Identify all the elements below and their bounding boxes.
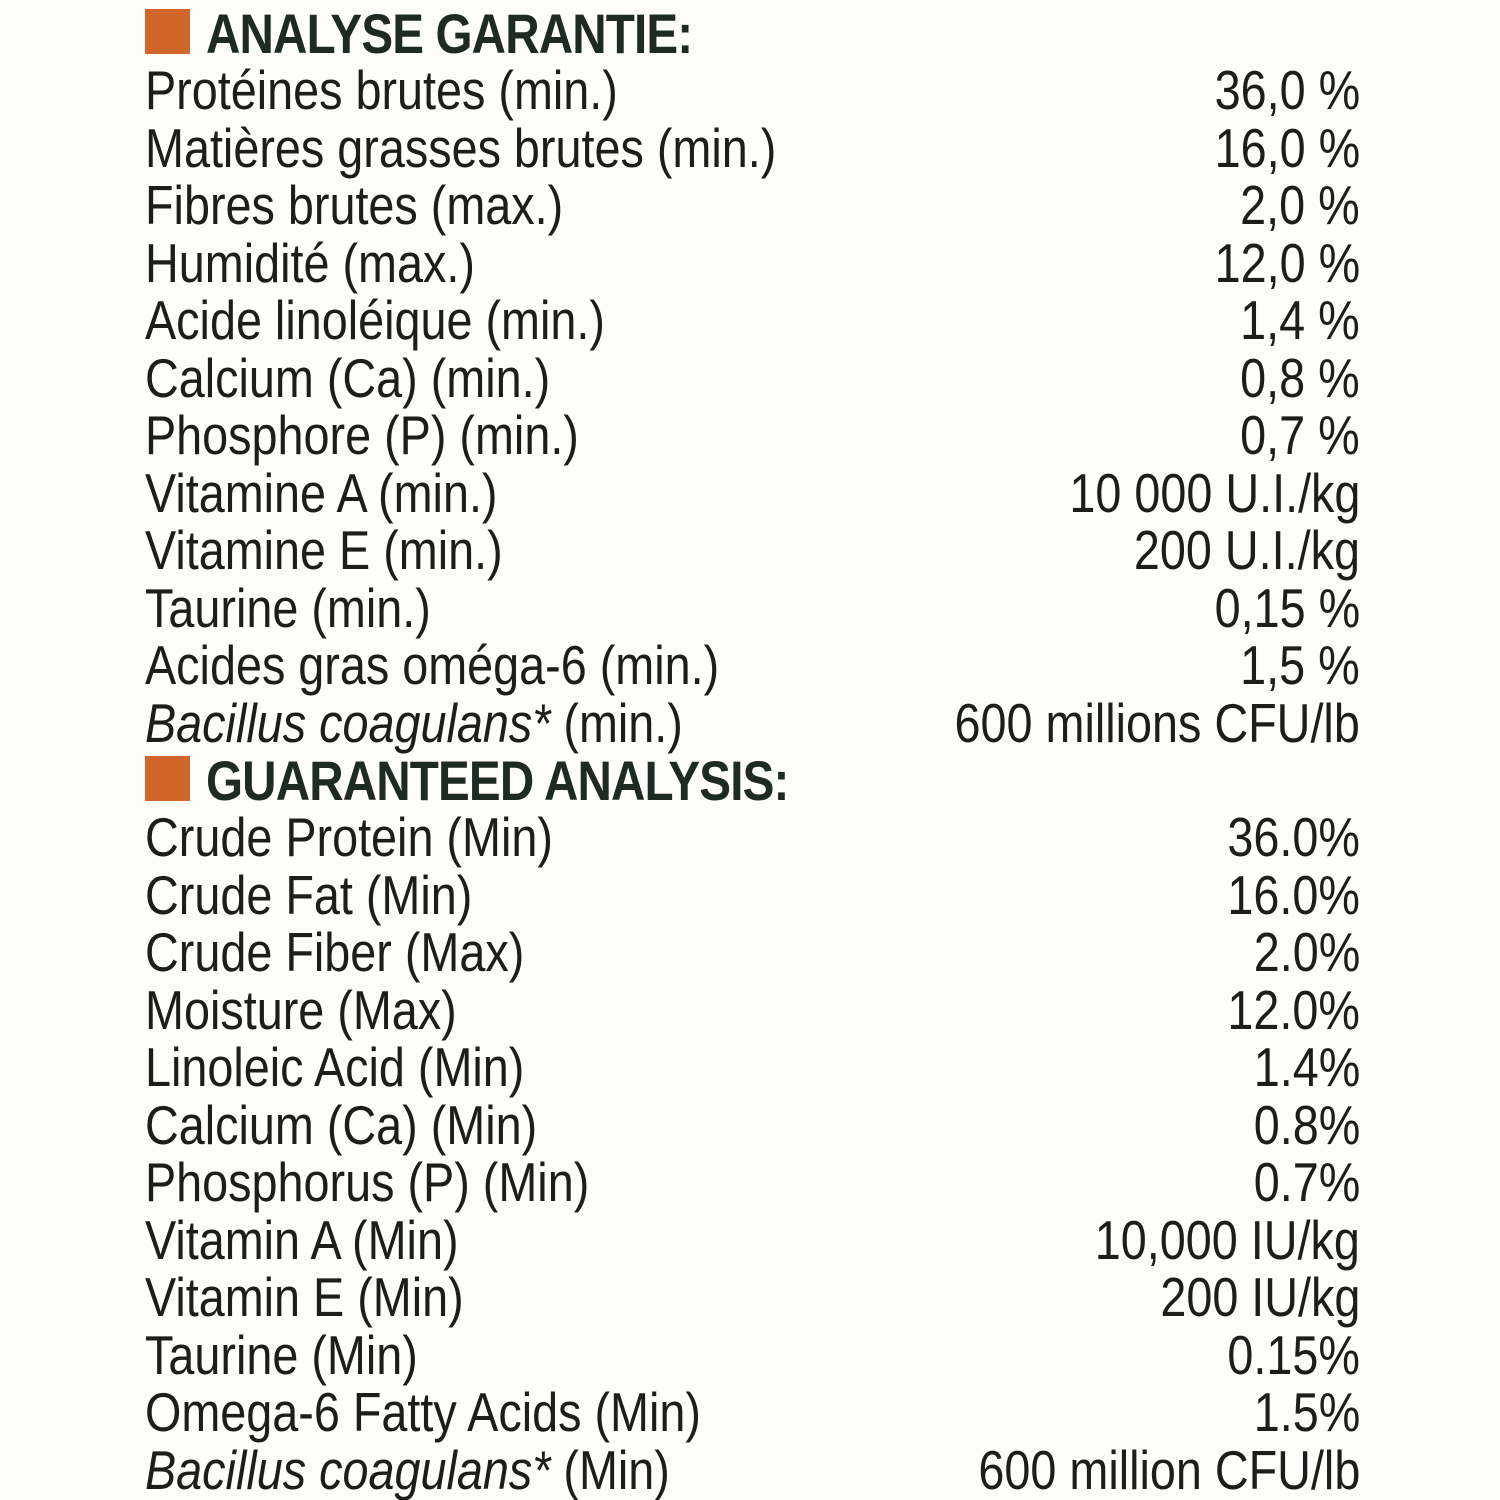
row-value: 600 millions CFU/lb	[954, 691, 1360, 754]
row-label: Acide linoléique (min.)	[145, 289, 605, 351]
row-label: Bacillus coagulans* (min.)	[145, 691, 683, 754]
bullet-square-icon	[145, 9, 190, 54]
analysis-row: Vitamine E (min.) 200 U.I./kg	[145, 519, 1360, 581]
analysis-row: Matières grasses brutes (min.) 16,0 %	[145, 116, 1360, 179]
row-value: 600 million CFU/lb	[978, 1438, 1360, 1500]
row-label: Vitamine E (min.)	[145, 519, 503, 581]
analysis-row: Crude Protein (Min) 36.0%	[145, 806, 1360, 868]
row-label: Acides gras oméga-6 (min.)	[145, 634, 720, 696]
row-value: 200 IU/kg	[1159, 1266, 1360, 1328]
analysis-row: Vitamin A (Min) 10,000 IU/kg	[145, 1208, 1360, 1271]
row-label: Crude Fiber (Max)	[145, 921, 525, 983]
row-label: Vitamine A (min.)	[145, 461, 498, 524]
row-label: Crude Protein (Min)	[145, 806, 553, 868]
row-label: Matières grasses brutes (min.)	[145, 116, 777, 179]
analysis-row: Phosphore (P) (min.) 0,7 %	[145, 404, 1360, 466]
analysis-rows: Protéines brutes (min.) 36,0 % Matières gr…	[145, 59, 1360, 754]
section-title: GUARANTEED ANALYSIS:	[206, 749, 789, 812]
row-value: 1.5%	[1253, 1381, 1360, 1443]
analysis-row: Bacillus coagulans* (min.) 600 millions C…	[145, 691, 1360, 754]
row-label: Taurine (min.)	[145, 576, 431, 639]
row-value: 0,7 %	[1240, 404, 1360, 466]
analysis-row: Linoleic Acid (Min) 1.4%	[145, 1036, 1360, 1098]
analysis-row: Taurine (min.) 0,15 %	[145, 576, 1360, 639]
row-value: 10 000 U.I./kg	[1068, 461, 1360, 524]
analysis-rows: Crude Protein (Min) 36.0% Crude Fat (Min) 1…	[145, 806, 1360, 1500]
row-value: 2,0 %	[1240, 174, 1360, 236]
row-value: 16,0 %	[1214, 116, 1360, 179]
analysis-row: Crude Fat (Min) 16.0%	[145, 863, 1360, 926]
row-label-italic: Bacillus coagulans*	[145, 1438, 551, 1500]
analysis-row: Taurine (Min) 0.15%	[145, 1323, 1360, 1386]
row-value: 36.0%	[1227, 806, 1360, 868]
row-label: Crude Fat (Min)	[145, 863, 473, 926]
analysis-row: Humidité (max.) 12,0 %	[145, 231, 1360, 294]
row-label: Humidité (max.)	[145, 231, 475, 294]
row-label-italic: Bacillus coagulans*	[145, 691, 551, 754]
row-label: Fibres brutes (max.)	[145, 174, 564, 236]
row-value: 12.0%	[1227, 978, 1360, 1041]
row-value: 0,15 %	[1214, 576, 1360, 639]
row-value: 0.8%	[1253, 1093, 1360, 1156]
analysis-row: Acide linoléique (min.) 1,4 %	[145, 289, 1360, 351]
row-label: Phosphorus (P) (Min)	[145, 1151, 590, 1213]
row-label: Linoleic Acid (Min)	[145, 1036, 525, 1098]
row-value: 12,0 %	[1214, 231, 1360, 294]
row-value: 16.0%	[1227, 863, 1360, 926]
row-value: 1.4%	[1253, 1036, 1360, 1098]
row-label: Phosphore (P) (min.)	[145, 404, 579, 466]
row-value: 0,8 %	[1240, 346, 1360, 409]
row-value: 0.15%	[1227, 1323, 1360, 1386]
row-label: Taurine (Min)	[145, 1323, 418, 1386]
analysis-row: Calcium (Ca) (min.) 0,8 %	[145, 346, 1360, 409]
bullet-square-icon	[145, 756, 190, 801]
row-label: Moisture (Max)	[145, 978, 457, 1041]
analysis-row: Phosphorus (P) (Min) 0.7%	[145, 1151, 1360, 1213]
analysis-row: Fibres brutes (max.) 2,0 %	[145, 174, 1360, 236]
row-value: 1,4 %	[1240, 289, 1360, 351]
analysis-row: Omega-6 Fatty Acids (Min) 1.5%	[145, 1381, 1360, 1443]
analysis-row: Crude Fiber (Max) 2.0%	[145, 921, 1360, 983]
section-header: GUARANTEED ANALYSIS:	[145, 749, 1360, 812]
row-value: 0.7%	[1253, 1151, 1360, 1213]
analysis-row: Moisture (Max) 12.0%	[145, 978, 1360, 1041]
row-label: Calcium (Ca) (Min)	[145, 1093, 538, 1156]
analysis-row: Bacillus coagulans* (Min) 600 million CFU…	[145, 1438, 1360, 1500]
row-value: 2.0%	[1253, 921, 1360, 983]
analysis-row: Vitamin E (Min) 200 IU/kg	[145, 1266, 1360, 1328]
row-label: Vitamin A (Min)	[145, 1208, 459, 1271]
row-label: Bacillus coagulans* (Min)	[145, 1438, 670, 1500]
row-value: 200 U.I./kg	[1133, 519, 1360, 581]
section-header: ANALYSE GARANTIE:	[145, 2, 1360, 65]
section-title: ANALYSE GARANTIE:	[206, 2, 693, 65]
analysis-row: Calcium (Ca) (Min) 0.8%	[145, 1093, 1360, 1156]
row-value: 36,0 %	[1214, 59, 1360, 121]
row-label: Calcium (Ca) (min.)	[145, 346, 551, 409]
section-analyse-garantie: ANALYSE GARANTIE: Protéines brutes (min.…	[145, 2, 1360, 754]
row-value: 10,000 IU/kg	[1094, 1208, 1360, 1271]
row-value: 1,5 %	[1240, 634, 1360, 696]
analysis-row: Acides gras oméga-6 (min.) 1,5 %	[145, 634, 1360, 696]
row-label: Protéines brutes (min.)	[145, 59, 618, 121]
analysis-row: Protéines brutes (min.) 36,0 %	[145, 59, 1360, 121]
analysis-row: Vitamine A (min.) 10 000 U.I./kg	[145, 461, 1360, 524]
row-label: Vitamin E (Min)	[145, 1266, 464, 1328]
section-guaranteed-analysis: GUARANTEED ANALYSIS: Crude Protein (Min)…	[145, 749, 1360, 1500]
row-label: Omega-6 Fatty Acids (Min)	[145, 1381, 701, 1443]
